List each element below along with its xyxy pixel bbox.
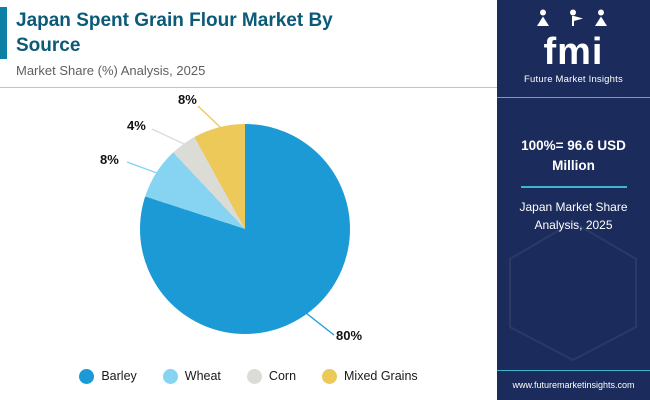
legend-swatch-barley (79, 368, 95, 384)
legend-swatch-circle (79, 368, 95, 384)
legend-swatch-circle (162, 368, 178, 384)
market-value: 100%= 96.6 USD Million (521, 138, 626, 174)
legend-label-corn: Corn (268, 369, 297, 384)
chart-title: Japan Spent Grain Flour Market By Source (16, 10, 333, 56)
legend-swatch-mixed-grains (322, 368, 338, 384)
fmi-logo: fmi Future Market Insights (524, 8, 623, 85)
sidebar-divider-bottom (497, 370, 650, 371)
legend-label-barley: Barley (101, 369, 137, 384)
legend-swatch-circle (246, 368, 262, 384)
logo-tagline: Future Market Insights (524, 74, 623, 85)
leader-line-mixed-grains (197, 105, 221, 128)
header: Japan Spent Grain Flour Market By Source… (0, 0, 497, 78)
sidebar-footer: www.futuremarketinsights.com (497, 370, 650, 400)
logo-text: fmi (543, 31, 604, 73)
pie-chart-region: 80% 8% 4% 8% (0, 88, 497, 356)
legend-item-corn: Corn (246, 368, 297, 384)
legend-swatch-circle (322, 368, 338, 384)
title-accent-bar (0, 7, 7, 59)
legend-label-mixed-grains: Mixed Grains (344, 369, 418, 384)
value-label-mixed-grains: 8% (178, 92, 197, 108)
legend-label-wheat: Wheat (184, 369, 221, 384)
legend-item-wheat: Wheat (162, 368, 221, 384)
pie-chart (140, 124, 350, 335)
chart-subtitle: Market Share (%) Analysis, 2025 (16, 63, 206, 79)
legend-item-barley: Barley (79, 368, 137, 384)
leader-line-barley (305, 312, 335, 336)
logo-people-icons (537, 9, 608, 26)
leader-line-corn (151, 128, 185, 145)
legend: Barley Wheat Corn Mixed Grains (0, 360, 497, 392)
sidebar-divider-top (497, 97, 650, 98)
leader-lines (126, 105, 335, 336)
chart-panel: Japan Spent Grain Flour Market By Source… (0, 0, 497, 392)
sidebar: fmi Future Market Insights 100%= 96.6 US… (497, 0, 650, 400)
legend-item-mixed-grains: Mixed Grains (322, 368, 418, 384)
market-value-block: 100%= 96.6 USD Million Japan Market Shar… (497, 136, 650, 235)
value-label-wheat: 8% (100, 152, 119, 168)
hexagon-watermark (509, 220, 637, 362)
website-url: www.futuremarketinsights.com (512, 380, 635, 390)
value-label-corn: 4% (127, 118, 146, 134)
market-scope: Japan Market Share Analysis, 2025 (519, 199, 628, 233)
market-value-underline (520, 185, 627, 188)
legend-swatch-wheat (162, 368, 178, 384)
value-label-barley: 80% (336, 328, 363, 344)
leader-line-wheat (126, 161, 158, 174)
legend-swatch-corn (246, 368, 262, 384)
header-divider (0, 87, 497, 89)
